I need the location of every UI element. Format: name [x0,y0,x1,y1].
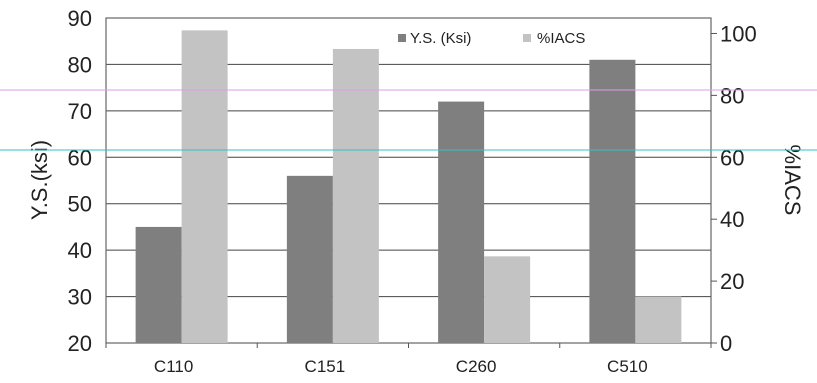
right-tick-label: 0 [720,331,732,356]
right-tick-label: 20 [720,269,744,294]
left-tick-label: 40 [68,238,92,263]
left-tick-label: 30 [68,285,92,310]
category-label: C151 [305,357,346,376]
right-axis-ticks: 0 20 40 60 80 100 [711,21,757,356]
right-tick-label: 60 [720,145,744,170]
category-label: C260 [456,357,497,376]
category-axis-ticks: C110 C151 C260 C510 [105,343,712,376]
bar-iacs-c151 [332,48,379,343]
bar-ys-c151 [286,175,333,343]
left-tick-label: 70 [68,99,92,124]
right-tick-label: 100 [720,21,757,46]
legend-swatch-iacs [523,34,531,42]
left-axis-title: Y.S.(ksi) [27,140,52,220]
legend-label-iacs: %IACS [537,30,585,47]
right-axis-title: %IACS [780,145,805,216]
left-tick-label: 90 [68,6,92,31]
right-tick-label: 80 [720,83,744,108]
left-tick-label: 80 [68,52,92,77]
right-tick-label: 40 [720,207,744,232]
bar-iacs-c510 [635,296,682,343]
left-tick-label: 50 [68,192,92,217]
category-label: C110 [154,357,193,376]
bar-ys-c110 [135,226,182,343]
legend-label-ys: Y.S. (Ksi) [410,30,471,47]
left-tick-label: 20 [68,331,92,356]
bars [135,30,682,344]
legend: Y.S. (Ksi) %IACS [398,30,585,47]
bar-ys-c510 [589,59,636,344]
category-label: C510 [607,357,648,376]
left-axis-ticks: 20 30 40 50 60 70 80 90 [68,6,92,356]
bar-iacs-c260 [484,256,531,343]
legend-swatch-ys [398,34,406,42]
bar-ys-c260 [438,101,485,343]
bar-iacs-c110 [181,30,228,344]
left-tick-label: 60 [68,145,92,170]
